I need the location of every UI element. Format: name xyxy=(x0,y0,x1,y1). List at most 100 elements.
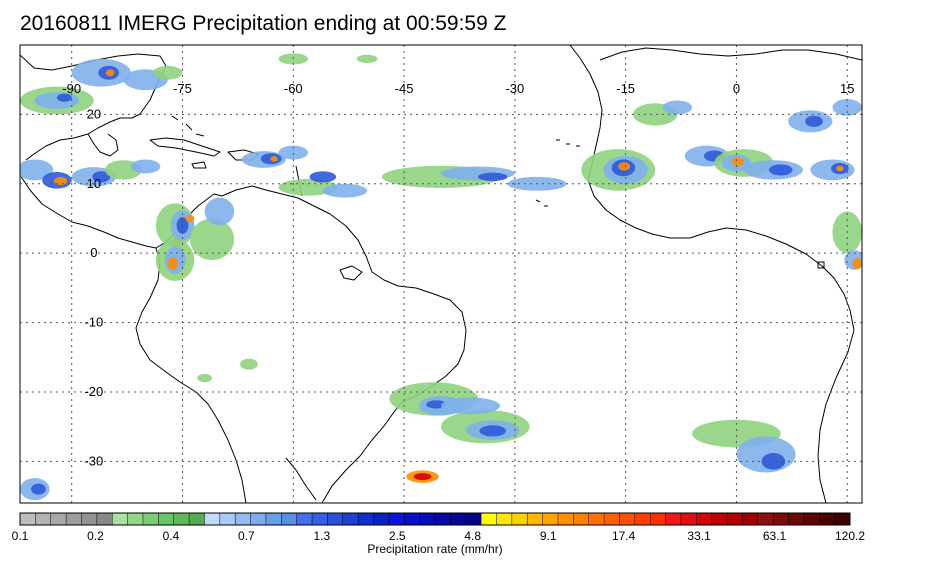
colorbar-swatch xyxy=(542,513,559,525)
colorbar-swatch xyxy=(496,513,513,525)
colorbar-swatch xyxy=(373,513,390,525)
colorbar-swatch xyxy=(650,513,666,525)
precip-cell xyxy=(618,162,631,171)
colorbar-swatch xyxy=(419,513,436,525)
lon-tick-label: -15 xyxy=(616,81,635,96)
colorbar-label: 0.2 xyxy=(87,529,104,543)
colorbar-swatch xyxy=(219,513,236,525)
map-title: 20160811 IMERG Precipitation ending at 0… xyxy=(20,12,507,35)
colorbar-swatch xyxy=(342,513,359,525)
colorbar-swatch xyxy=(312,513,328,525)
colorbar-swatch xyxy=(696,513,712,525)
colorbar-label: 17.4 xyxy=(612,529,636,543)
colorbar-swatch xyxy=(388,513,405,525)
colorbar-swatch xyxy=(127,513,144,525)
colorbar-swatch xyxy=(665,513,682,525)
colorbar-swatch xyxy=(604,513,620,525)
precip-cell xyxy=(805,115,823,127)
longitude-labels: -90 -75 -60 -45 -30 -15 0 15 xyxy=(62,81,854,96)
colorbar-swatch xyxy=(557,513,574,525)
precip-cell xyxy=(662,100,693,115)
colorbar-border xyxy=(19,512,851,526)
cuba xyxy=(149,137,221,157)
colorbar-title: Precipitation rate (mm/hr) xyxy=(367,542,503,556)
colorbar-swatch xyxy=(81,513,98,525)
precipitation-field xyxy=(20,53,862,501)
colorbar-labels: 0.1 0.2 0.4 0.7 1.3 2.5 4.8 9.1 17.4 33.1 63.1 120.… xyxy=(12,529,866,543)
colorbar-swatch xyxy=(96,513,113,525)
colorbar-swatch xyxy=(742,513,759,525)
precip-cell xyxy=(53,176,68,186)
precip-cell xyxy=(240,358,258,370)
precip-cell xyxy=(413,473,432,481)
colorbar-swatch xyxy=(112,513,128,525)
jamaica xyxy=(191,161,207,169)
lon-tick-label: -45 xyxy=(395,81,414,96)
colorbar-swatch xyxy=(189,513,205,525)
coastline-africa-south xyxy=(817,329,855,503)
colorbar-swatch xyxy=(35,513,52,525)
colorbar-swatch xyxy=(573,513,590,525)
precip-cell xyxy=(322,183,368,198)
colorbar-swatch xyxy=(50,513,67,525)
colorbar-swatch xyxy=(173,513,190,525)
colorbar-swatch xyxy=(619,513,636,525)
colorbar-label: 0.7 xyxy=(238,529,255,543)
lon-tick-label: -90 xyxy=(62,81,81,96)
colorbar-swatch xyxy=(527,513,543,525)
map-frame xyxy=(19,44,863,504)
precip-cell xyxy=(356,54,378,64)
precip-cell xyxy=(479,425,506,437)
colorbar-swatch xyxy=(511,513,528,525)
precip-cell xyxy=(92,171,111,183)
precip-cell xyxy=(852,258,862,270)
precip-cell xyxy=(197,373,213,383)
colorbar-swatch xyxy=(327,513,344,525)
precip-cell xyxy=(167,257,179,270)
coastline-south-america-north xyxy=(221,185,467,503)
colorbar-swatch xyxy=(634,513,651,525)
colorbar-swatch xyxy=(296,513,313,525)
precip-cell xyxy=(185,215,195,222)
coastline-south-america-west xyxy=(135,247,247,503)
cape-verde xyxy=(535,199,548,207)
colorbar-swatch xyxy=(727,513,743,525)
colorbar-swatch xyxy=(834,513,851,525)
colorbar-swatch xyxy=(465,513,482,525)
lon-tick-label: 15 xyxy=(840,81,854,96)
colorbar-swatch xyxy=(265,513,282,525)
lat-tick-label: -20 xyxy=(84,384,103,399)
colorbar-swatch xyxy=(435,513,451,525)
lat-tick-label: 10 xyxy=(87,176,101,191)
colorbar-swatch xyxy=(142,513,159,525)
lon-tick-label: -75 xyxy=(173,81,192,96)
latitude-labels: 20 10 0 -10 -20 -30 xyxy=(84,106,103,468)
colorbar-label: 63.1 xyxy=(763,529,787,543)
lon-tick-label: -60 xyxy=(284,81,303,96)
precip-cell xyxy=(477,172,508,182)
coastline-africa-north xyxy=(599,47,862,61)
colorbar-swatch xyxy=(788,513,805,525)
colorbar-swatch xyxy=(404,513,420,525)
colorbar-swatch xyxy=(481,513,497,525)
lon-tick-label: 0 xyxy=(733,81,740,96)
colorbar-label: 2.5 xyxy=(389,529,406,543)
precip-cell xyxy=(105,69,115,77)
colorbar-label: 120.2 xyxy=(835,529,865,543)
precip-cell xyxy=(130,159,161,174)
lat-tick-label: -30 xyxy=(84,453,103,468)
bahamas xyxy=(171,115,205,137)
precip-cell xyxy=(270,156,278,162)
colorbar xyxy=(19,512,851,526)
colorbar-swatch xyxy=(711,513,728,525)
colorbar-swatch xyxy=(757,513,774,525)
colorbar-swatch xyxy=(204,513,221,525)
precip-cell xyxy=(761,453,786,470)
colorbar-swatch xyxy=(803,513,820,525)
colorbar-swatch xyxy=(819,513,835,525)
colorbar-swatch xyxy=(588,513,605,525)
rio-de-la-plata xyxy=(285,457,317,501)
colorbar-swatch xyxy=(281,513,297,525)
precip-cell xyxy=(441,397,501,415)
